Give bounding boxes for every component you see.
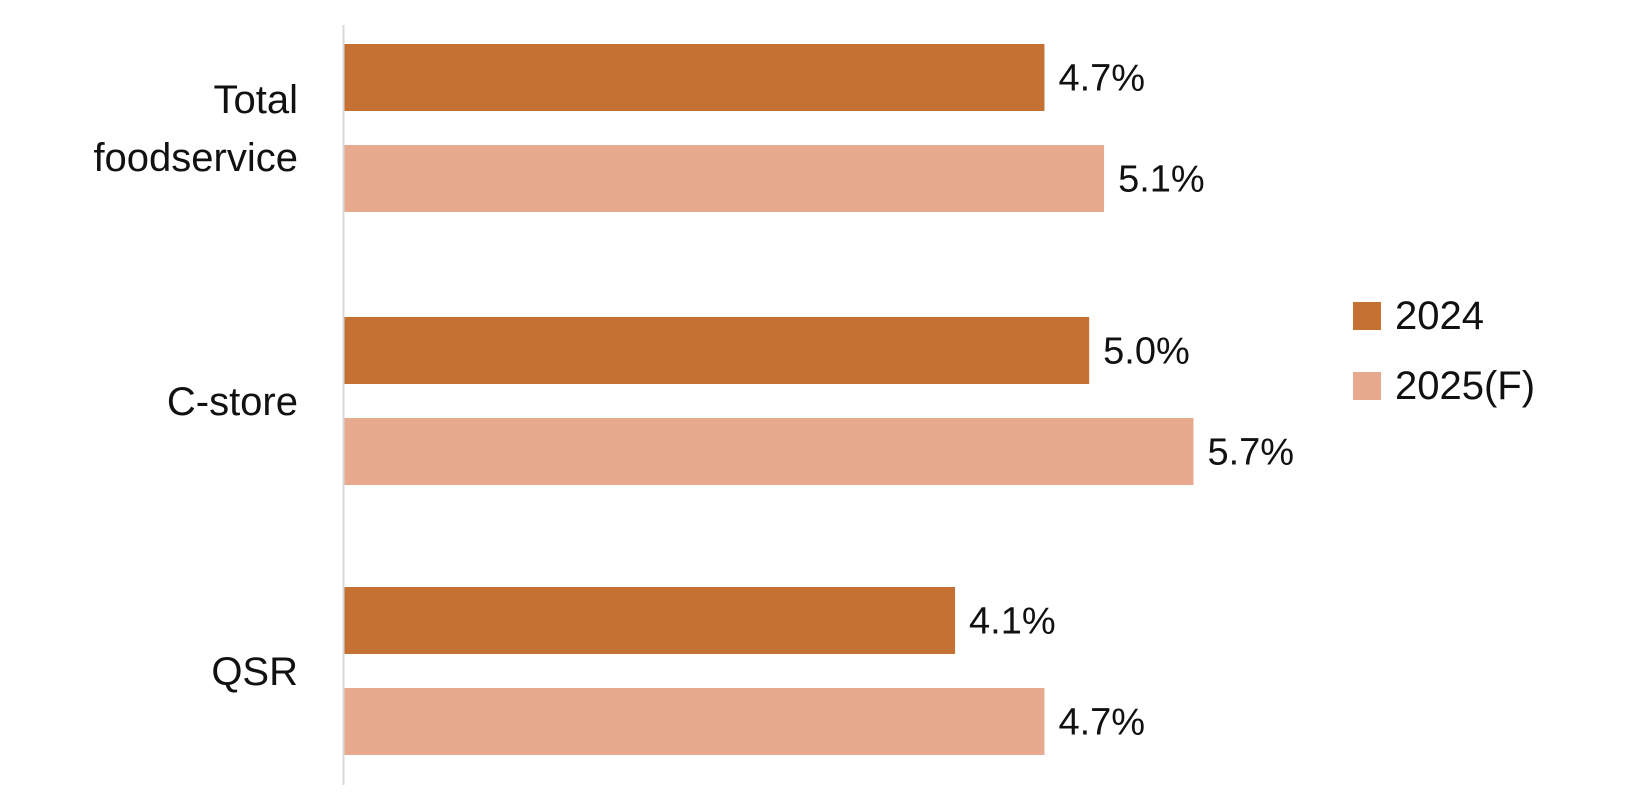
value-label: 4.7% — [1058, 58, 1145, 100]
category-label: QSR — [211, 650, 298, 694]
value-label: 4.7% — [1058, 702, 1145, 744]
category-label: Total — [214, 78, 299, 122]
legend-swatch — [1353, 302, 1381, 330]
bar-2024-1 — [344, 317, 1090, 384]
bar-2025-f--2 — [344, 688, 1045, 755]
bar-2024-2 — [344, 587, 956, 654]
legend-label: 2024 — [1395, 294, 1484, 338]
category-label: foodservice — [93, 136, 298, 180]
legend-swatch — [1353, 372, 1381, 400]
value-label: 5.7% — [1207, 432, 1294, 474]
value-label: 4.1% — [969, 601, 1056, 643]
legend: 2024 2025(F) — [1353, 294, 1535, 408]
value-label: 5.1% — [1118, 159, 1205, 201]
value-labels: 4.7% 5.0% 4.1% 5.1% 5.7% 4.7% — [969, 58, 1294, 744]
bar-2025-f--1 — [344, 418, 1194, 485]
category-label: C-store — [167, 380, 298, 424]
value-label: 5.0% — [1103, 331, 1190, 373]
bar-2024-0 — [344, 44, 1045, 111]
bar-2025-f--0 — [344, 145, 1105, 212]
category-labels: Total foodservice C-store QSR — [93, 78, 298, 694]
legend-label: 2025(F) — [1395, 364, 1535, 408]
bars-layer — [344, 44, 1194, 755]
